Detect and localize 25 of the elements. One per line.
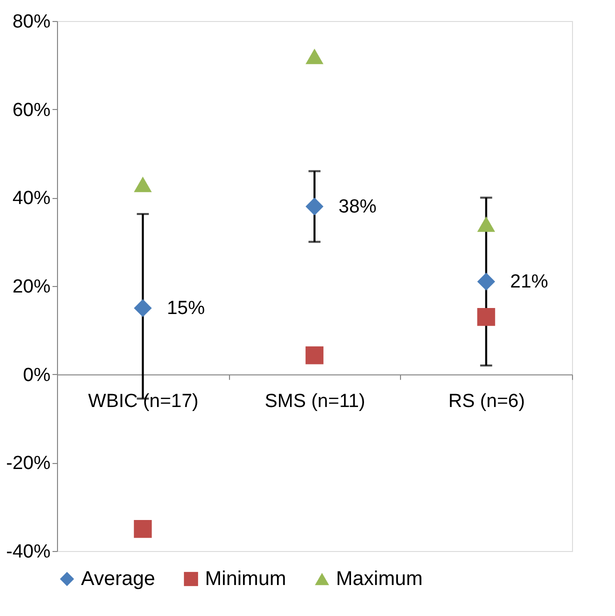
x-tick-label: WBIC (n=17) (88, 390, 199, 412)
data-label: 15% (166, 298, 205, 320)
point (306, 346, 324, 364)
x-tick-label: SMS (n=11) (264, 390, 366, 412)
point (306, 48, 324, 64)
y-tick-label: 40% (12, 188, 51, 210)
y-tick-label: 0% (23, 364, 51, 386)
x-tick-label: RS (n=6) (448, 390, 525, 412)
data-label: 21% (510, 272, 548, 293)
point (134, 520, 152, 538)
legend-label: Maximum (336, 568, 423, 590)
data-label: 38% (338, 196, 377, 218)
y-tick-label: 80% (12, 12, 51, 32)
point (477, 272, 496, 291)
point (477, 216, 496, 232)
point (477, 308, 496, 326)
y-tick-label: 60% (12, 100, 51, 121)
point (134, 176, 152, 192)
y-tick-label: -20% (6, 453, 51, 474)
y-tick-label: -40% (6, 542, 51, 562)
legend-label: Minimum (205, 568, 286, 590)
legend-label: Average (81, 568, 156, 590)
point (306, 198, 324, 216)
y-tick-label: 20% (12, 276, 51, 298)
point (134, 299, 152, 318)
